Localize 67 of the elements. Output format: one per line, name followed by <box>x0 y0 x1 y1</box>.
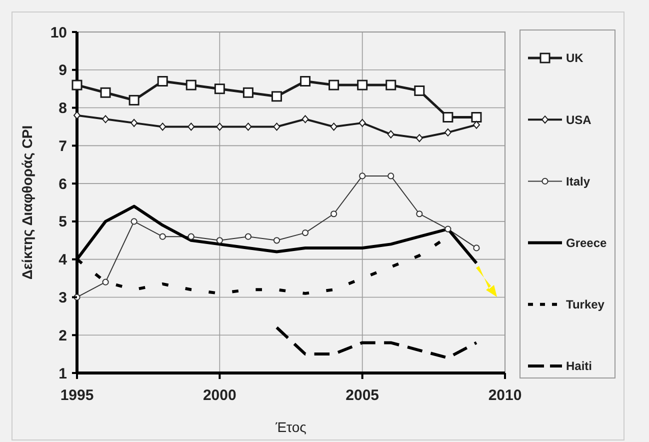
y-tick-label: 7 <box>58 138 67 155</box>
point <box>330 122 338 131</box>
point <box>188 122 195 131</box>
point <box>273 237 280 244</box>
point <box>130 118 138 127</box>
point <box>214 84 225 94</box>
point <box>302 230 309 236</box>
x-tick-label: 2000 <box>202 387 236 404</box>
point <box>357 80 368 90</box>
point <box>244 122 252 131</box>
point <box>74 111 80 120</box>
y-tick-label: 10 <box>50 24 67 42</box>
point <box>328 80 340 90</box>
legend-label: Greece <box>566 236 608 250</box>
x-tick-label: 2010 <box>488 387 522 404</box>
point <box>414 85 425 96</box>
x-axis-title: Έτος <box>274 419 307 435</box>
point <box>473 244 480 252</box>
legend-label: Turkey <box>566 298 605 312</box>
line-series <box>275 326 478 360</box>
point <box>188 233 194 240</box>
point <box>186 80 196 90</box>
legend-label: UK <box>566 51 584 66</box>
point <box>100 87 111 98</box>
y-tick-label: 1 <box>58 365 67 382</box>
point <box>388 172 394 180</box>
point <box>471 112 482 122</box>
point <box>416 210 423 218</box>
point <box>102 115 110 124</box>
y-tick-label: 5 <box>58 214 67 231</box>
point <box>216 237 223 244</box>
y-tick-label: 2 <box>58 327 67 344</box>
point <box>159 122 166 131</box>
y-tick-label: 9 <box>58 62 67 80</box>
point <box>330 210 338 218</box>
point <box>302 115 309 124</box>
point <box>472 120 480 129</box>
x-tick-label: 1995 <box>60 387 94 404</box>
point <box>387 130 394 138</box>
y-tick-label: 4 <box>58 252 68 269</box>
point <box>159 233 166 240</box>
point <box>242 87 254 98</box>
point <box>244 233 252 240</box>
y-axis-title: Δείκτης Διαφθοράς CPI <box>19 125 35 280</box>
point <box>216 122 224 131</box>
point <box>273 122 280 131</box>
point <box>271 91 282 102</box>
point <box>386 80 396 90</box>
point <box>442 112 454 122</box>
legend-label: Italy <box>566 174 590 188</box>
point <box>444 226 452 232</box>
legend-label: USA <box>566 112 592 127</box>
point <box>72 80 82 90</box>
point <box>130 218 138 225</box>
point <box>358 118 366 127</box>
point <box>128 94 140 106</box>
point <box>102 278 109 286</box>
point <box>359 172 366 180</box>
y-tick-label: 6 <box>58 176 67 193</box>
y-tick-label: 8 <box>58 100 67 118</box>
legend-label: Haiti <box>566 359 592 374</box>
point <box>416 134 423 142</box>
y-tick-label: 3 <box>58 289 67 306</box>
x-tick-label: 2005 <box>346 387 380 404</box>
point <box>444 128 452 136</box>
point <box>300 76 311 87</box>
point <box>157 76 168 87</box>
